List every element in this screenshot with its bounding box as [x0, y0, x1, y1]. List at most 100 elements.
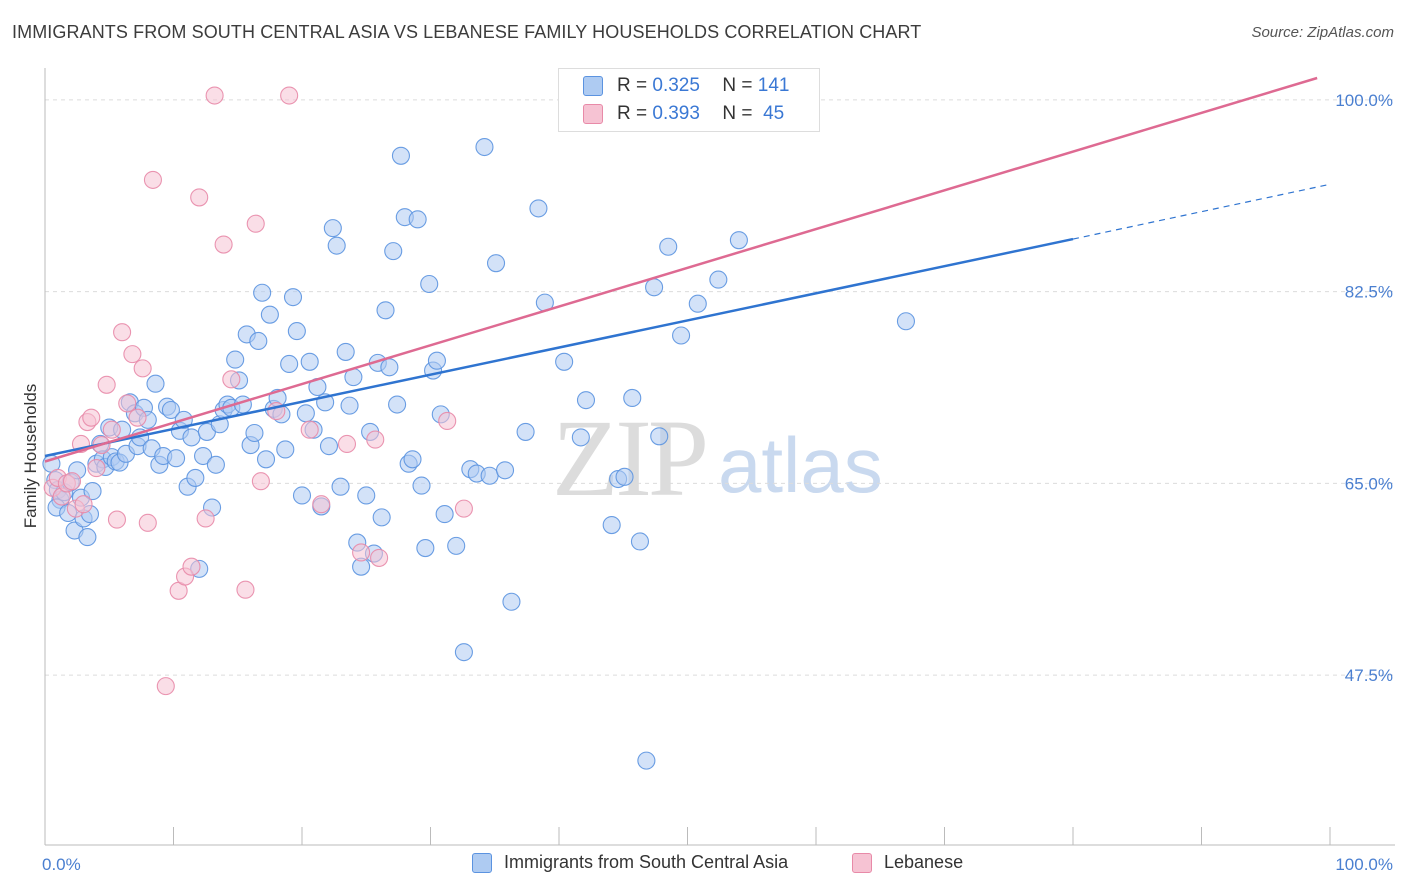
data-point — [62, 472, 82, 491]
data-point — [276, 440, 295, 459]
data-point — [190, 188, 209, 207]
legend-swatch-pink — [583, 104, 603, 124]
data-point — [576, 391, 596, 410]
legend-r-value: 0.393 — [652, 103, 700, 124]
series-lebanese-points — [43, 86, 606, 696]
data-point — [435, 505, 454, 524]
data-point — [161, 400, 180, 420]
data-point — [167, 449, 186, 468]
data-point — [292, 486, 312, 505]
data-point — [337, 434, 357, 454]
data-point — [659, 237, 678, 256]
data-point — [729, 231, 748, 250]
y-tick-label: 100.0% — [1335, 91, 1393, 110]
chart-source: Source: ZipAtlas.com — [1251, 24, 1394, 41]
legend-row-lebanese: R = 0.393 N = 45 — [583, 101, 784, 127]
data-point — [380, 358, 399, 377]
legend-r-label: R = — [617, 75, 648, 96]
data-point — [102, 420, 121, 439]
chart-title: IMMIGRANTS FROM SOUTH CENTRAL ASIA VS LE… — [12, 22, 922, 42]
data-point — [74, 495, 93, 514]
trend-line — [44, 76, 1318, 463]
data-point — [82, 408, 101, 427]
legend-n-value: 141 — [757, 75, 790, 96]
data-point — [118, 394, 137, 413]
data-point — [672, 326, 691, 345]
data-point — [283, 288, 303, 307]
trend-line — [44, 237, 1074, 458]
data-point — [427, 351, 446, 370]
data-point — [370, 548, 389, 567]
data-point — [246, 214, 265, 233]
data-point — [529, 199, 548, 218]
data-point — [630, 532, 650, 551]
data-point — [226, 350, 245, 369]
data-point — [260, 305, 279, 324]
data-point — [206, 455, 225, 474]
legend-swatch-blue — [583, 76, 603, 96]
data-point — [615, 467, 634, 486]
data-point — [372, 508, 391, 527]
data-point — [637, 751, 656, 770]
data-point — [336, 342, 355, 361]
data-point — [650, 427, 669, 446]
data-point — [280, 86, 299, 105]
data-point — [340, 396, 359, 415]
data-point — [113, 323, 132, 342]
data-point — [186, 468, 205, 487]
data-point — [280, 354, 299, 374]
data-point — [454, 499, 473, 518]
data-point — [146, 374, 165, 393]
data-point — [480, 466, 499, 485]
data-point — [123, 345, 142, 364]
data-point — [688, 294, 707, 313]
data-point — [78, 528, 97, 547]
data-point — [143, 170, 162, 189]
data-point — [182, 557, 201, 576]
data-point — [253, 283, 272, 302]
legend-row-south-central-asia: R = 0.325 N = 141 — [583, 73, 789, 99]
data-point — [486, 254, 506, 273]
axis-labels: 47.5% 65.0% 82.5% 100.0% 0.0% 100.0% Family Ho… — [21, 91, 1393, 874]
y-tick-label: 65.0% — [1345, 474, 1393, 493]
data-point — [412, 476, 431, 495]
data-point — [403, 450, 422, 469]
data-point — [331, 477, 350, 496]
data-point — [300, 420, 319, 439]
data-point — [366, 430, 385, 449]
data-point — [495, 461, 515, 480]
data-point — [623, 388, 642, 407]
data-point — [300, 352, 319, 371]
data-point — [196, 509, 215, 528]
data-point — [128, 408, 147, 427]
data-point — [420, 274, 439, 294]
legend-swatch-blue — [472, 852, 492, 873]
watermark-zip: ZIP — [552, 397, 709, 519]
data-point — [555, 352, 574, 371]
legend-r-value: 0.325 — [652, 75, 700, 96]
data-point — [388, 395, 407, 414]
data-point — [502, 592, 521, 611]
data-point — [133, 359, 152, 378]
data-point — [87, 459, 106, 478]
data-point — [516, 422, 535, 441]
data-point — [83, 482, 102, 501]
watermark-atlas: atlas — [718, 421, 883, 509]
data-point — [323, 219, 342, 238]
data-point — [384, 242, 403, 261]
data-point — [256, 450, 276, 469]
legend-r-label: R = — [617, 103, 648, 124]
data-point — [454, 643, 473, 662]
data-point — [156, 677, 175, 696]
data-point — [312, 495, 331, 514]
bottom-legend-item-lebanese: Lebanese — [852, 852, 963, 873]
y-tick-label: 82.5% — [1345, 283, 1393, 302]
legend-n-value: 45 — [763, 103, 785, 124]
data-point — [438, 411, 457, 431]
legend-swatch-pink — [852, 852, 872, 873]
data-point — [194, 446, 213, 466]
data-point — [447, 536, 466, 555]
data-point — [214, 235, 233, 254]
bottom-legend-item-south-central-asia: Immigrants from South Central Asia — [472, 852, 788, 873]
data-point — [327, 236, 346, 255]
